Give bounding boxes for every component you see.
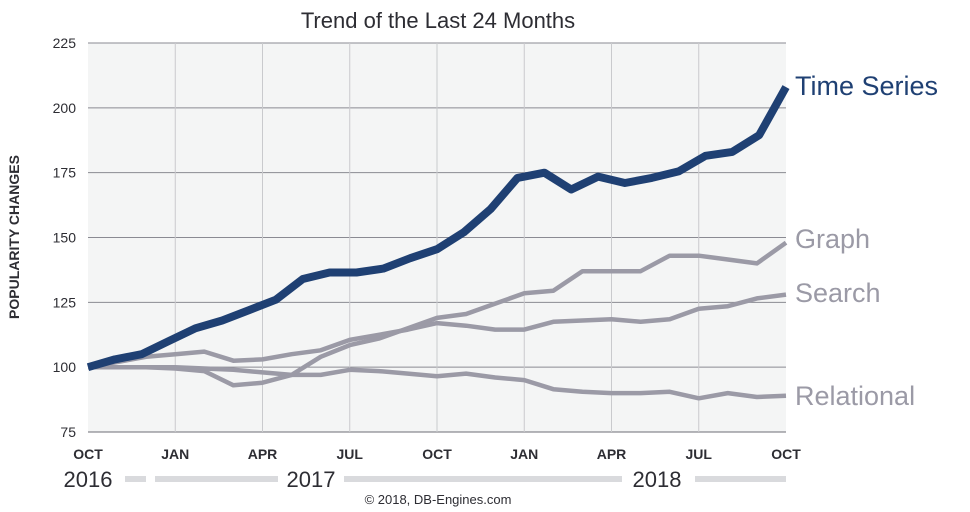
year-band: 2016 2017 2018 <box>64 467 786 492</box>
year-label: 2018 <box>633 467 682 492</box>
series-labels: Relational Search Graph Time Series <box>795 71 938 411</box>
x-axis-ticks: OCT JAN APR JUL OCT JAN APR JUL OCT <box>73 446 801 462</box>
y-tick-label: 150 <box>53 230 77 246</box>
year-label: 2017 <box>287 467 336 492</box>
x-tick-label: JAN <box>510 446 538 462</box>
series-label-graph: Graph <box>795 224 870 254</box>
credit-text: © 2018, DB-Engines.com <box>365 492 512 507</box>
series-line-time-series <box>86 85 790 372</box>
series-line-graph <box>88 240 788 388</box>
y-tick-label: 125 <box>53 294 77 310</box>
x-tick-label: JUL <box>686 446 713 462</box>
series-label-relational: Relational <box>795 381 915 411</box>
x-tick-label: OCT <box>73 446 103 462</box>
x-tick-label: APR <box>248 446 278 462</box>
chart-title: Trend of the Last 24 Months <box>301 8 575 33</box>
x-tick-label: OCT <box>422 446 452 462</box>
year-band-segment <box>344 476 622 482</box>
y-tick-label: 75 <box>60 424 76 440</box>
y-tick-label: 200 <box>53 100 77 116</box>
year-band-segment <box>155 476 278 482</box>
year-band-segment <box>125 476 146 482</box>
y-axis-ticks: 75 100 125 150 175 200 225 <box>53 35 77 440</box>
series-label-search: Search <box>795 278 881 308</box>
x-tick-label: JUL <box>337 446 364 462</box>
series-label-time-series: Time Series <box>795 71 938 101</box>
x-tick-label: JAN <box>161 446 189 462</box>
year-label: 2016 <box>64 467 113 492</box>
series-lines <box>86 85 790 401</box>
gridlines <box>88 42 786 433</box>
y-tick-label: 175 <box>53 165 77 181</box>
y-tick-label: 100 <box>53 359 77 375</box>
x-tick-label: OCT <box>771 446 801 462</box>
year-band-segment <box>695 476 786 482</box>
x-tick-label: APR <box>597 446 627 462</box>
y-tick-label: 225 <box>53 35 77 51</box>
series-line-relational <box>88 364 787 401</box>
series-line-search <box>87 292 787 370</box>
y-axis-label: POPULARITY CHANGES <box>6 155 22 319</box>
